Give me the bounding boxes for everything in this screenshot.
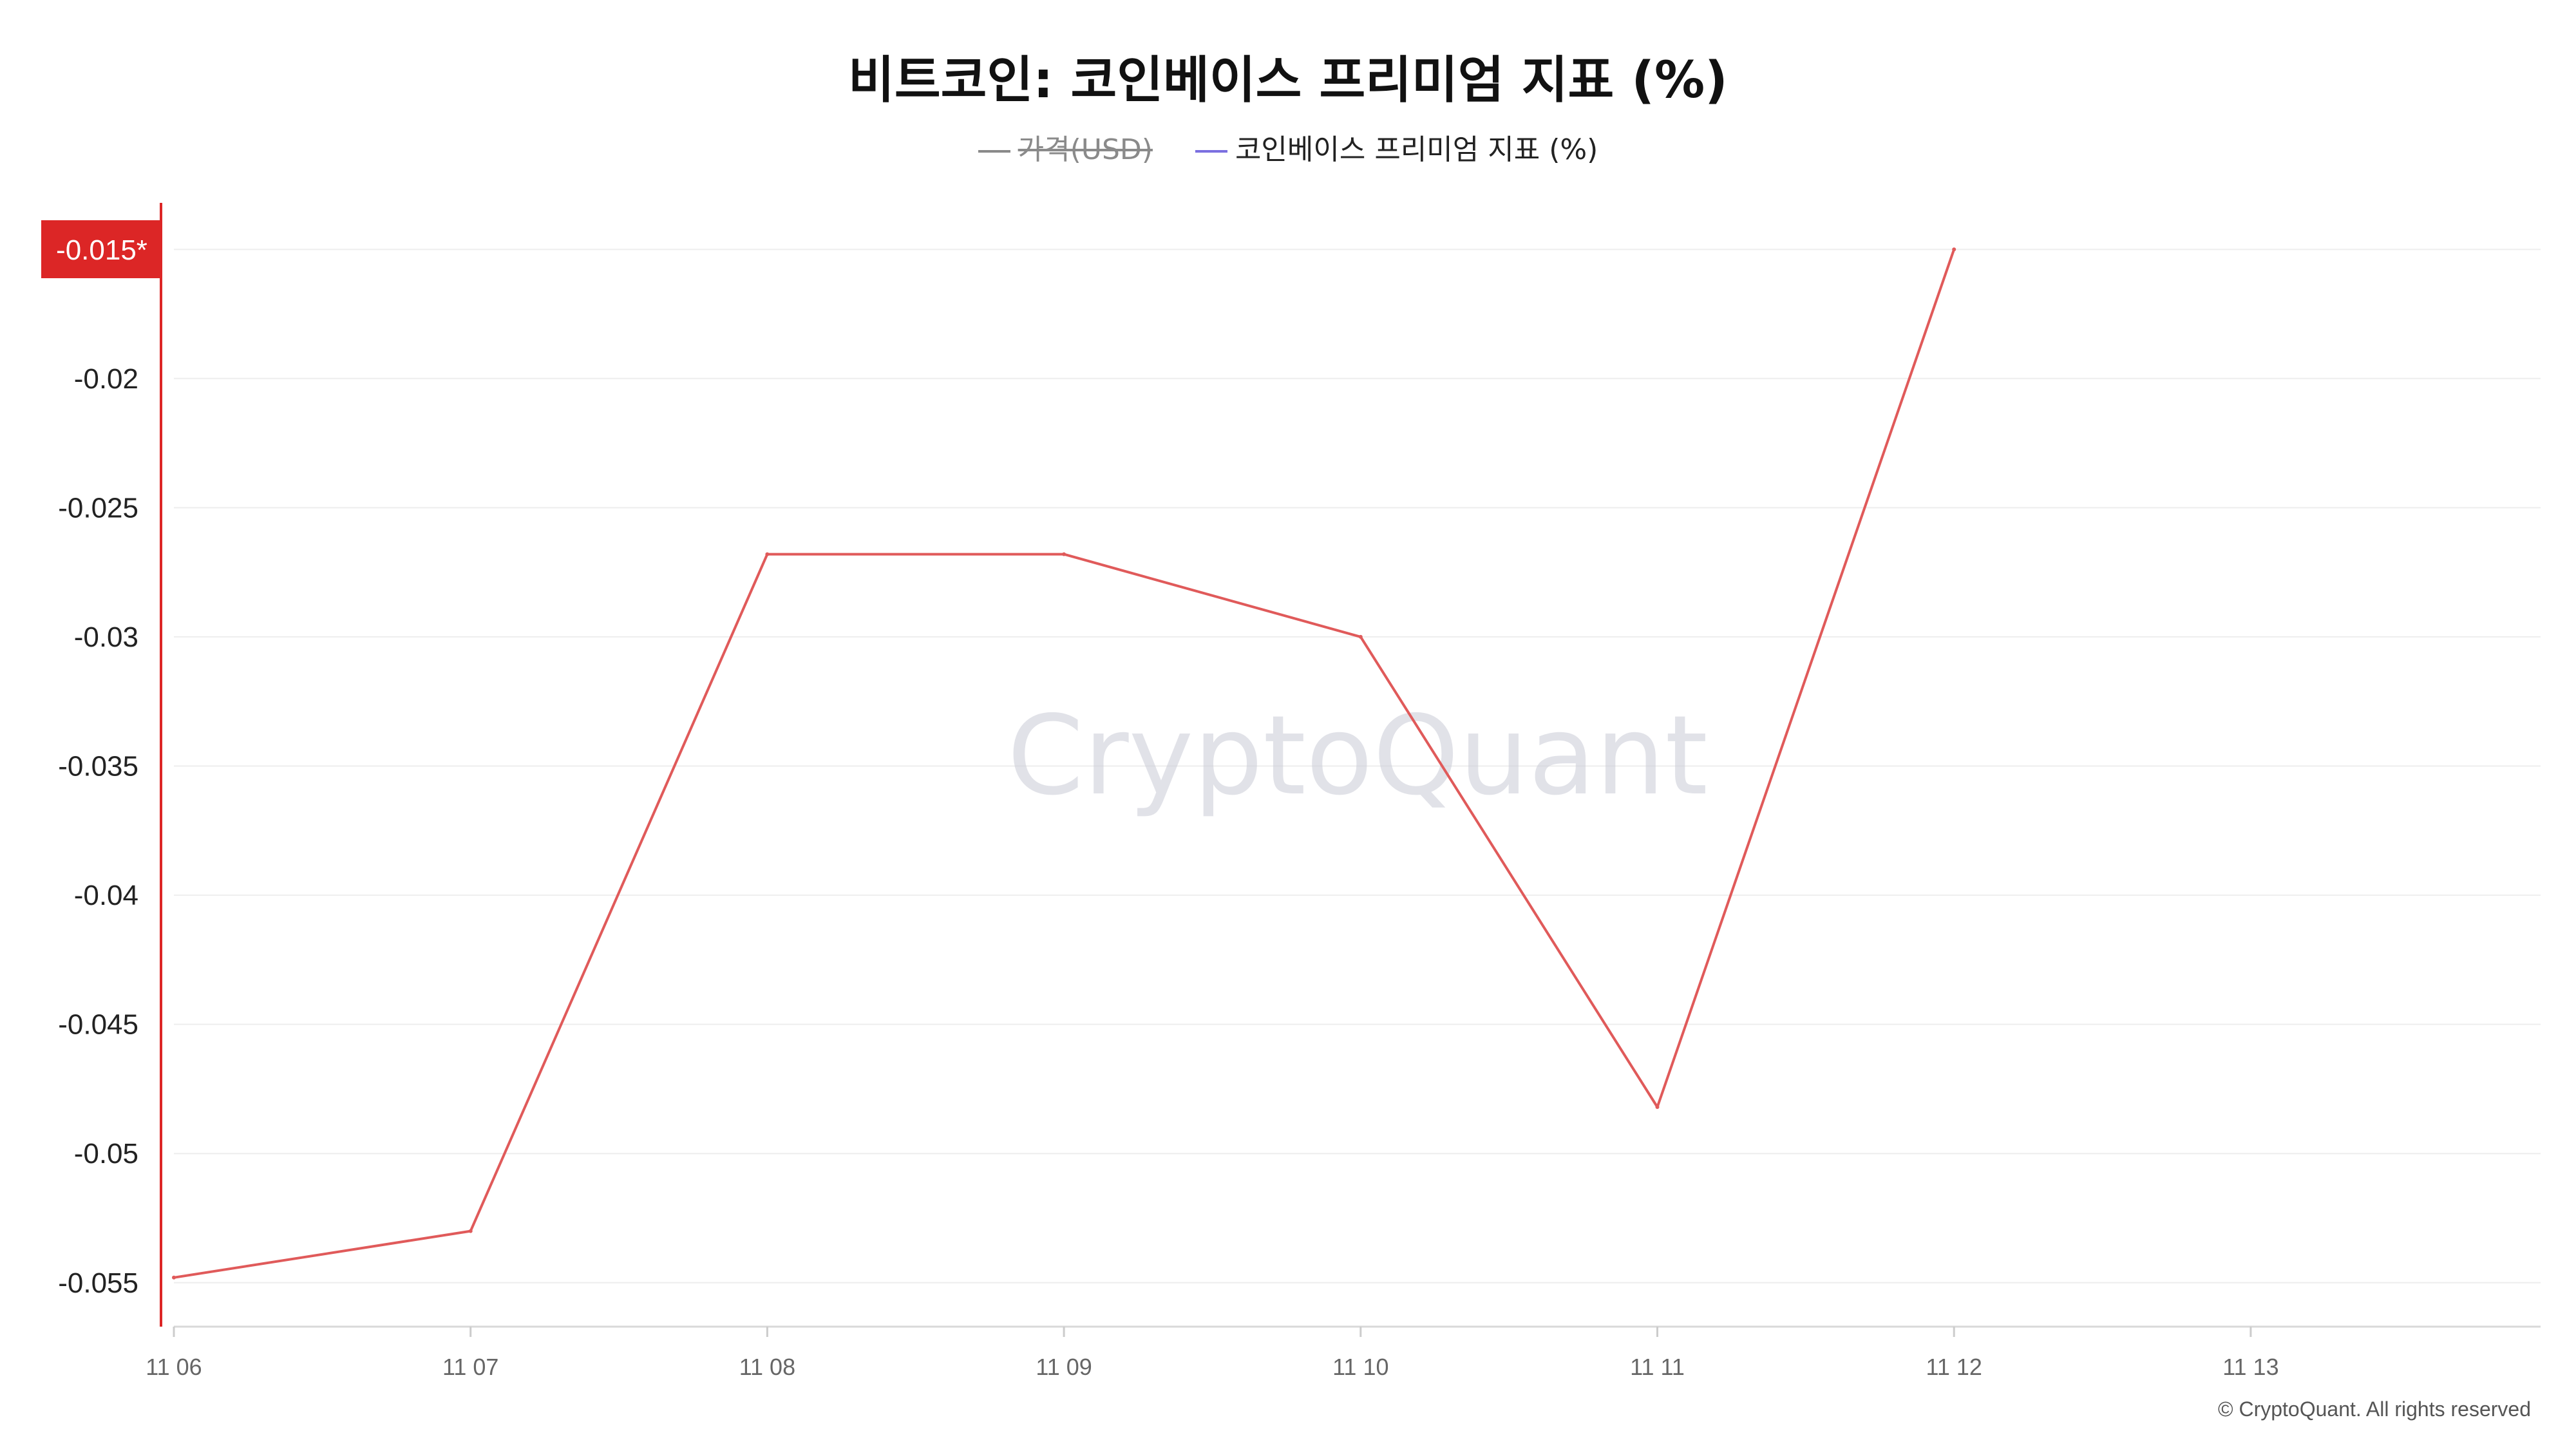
x-tick-label: 11 13 xyxy=(2222,1354,2278,1380)
y-tick-label: -0.05 xyxy=(74,1138,138,1170)
watermark: CryptoQuant xyxy=(1007,692,1708,820)
x-tick-label: 11 09 xyxy=(1036,1354,1092,1380)
copyright-notice: © CryptoQuant. All rights reserved xyxy=(2218,1397,2531,1421)
y-tick-label: -0.02 xyxy=(74,363,138,395)
chart-title: 비트코인: 코인베이스 프리미엄 지표 (%) xyxy=(848,52,1728,109)
legend-label-premium: 코인베이스 프리미엄 지표 (%) xyxy=(1235,133,1598,166)
y-tick-label: -0.045 xyxy=(58,1009,138,1041)
legend-label-price: 가격(USD) xyxy=(1018,133,1153,166)
legend: 가격(USD) 코인베이스 프리미엄 지표 (%) xyxy=(0,126,2576,167)
x-tick-label: 11 07 xyxy=(442,1354,498,1380)
y-tick-label: -0.025 xyxy=(58,492,138,524)
current-value-badge xyxy=(41,220,162,278)
x-tick-label: 11 08 xyxy=(739,1354,795,1380)
y-axis-ticks: -0.02 -0.025 -0.03 -0.035 -0.04 -0.045 -0.05 -0… xyxy=(58,363,138,1299)
x-tick-label: 11 10 xyxy=(1332,1354,1388,1380)
data-point[interactable] xyxy=(172,1275,176,1280)
legend-swatch-price xyxy=(978,150,1010,153)
current-value-badge-text: -0.015* xyxy=(56,234,147,266)
legend-item-premium[interactable]: 코인베이스 프리미엄 지표 (%) xyxy=(1195,126,1598,167)
x-tick-label: 11 06 xyxy=(146,1354,202,1380)
x-tick-label: 11 11 xyxy=(1630,1354,1685,1380)
data-point[interactable] xyxy=(468,1229,473,1233)
series-points xyxy=(172,247,1956,1280)
grid-lines xyxy=(174,249,2541,1283)
x-tick-label: 11 12 xyxy=(1926,1354,1982,1380)
x-axis-ticks: 11 06 11 07 11 08 11 09 11 10 11 11 11 12 11 13 xyxy=(146,1327,2279,1380)
data-point[interactable] xyxy=(1655,1105,1660,1110)
y-tick-label: -0.03 xyxy=(74,621,138,653)
y-tick-label: -0.04 xyxy=(74,880,138,911)
data-point[interactable] xyxy=(1358,634,1363,639)
data-point[interactable] xyxy=(1062,552,1066,556)
data-point[interactable] xyxy=(1952,247,1956,252)
y-tick-label: -0.055 xyxy=(58,1267,138,1299)
legend-swatch-premium xyxy=(1195,150,1227,153)
data-point[interactable] xyxy=(765,552,770,556)
y-tick-label: -0.035 xyxy=(58,751,138,782)
legend-item-price[interactable]: 가격(USD) xyxy=(978,126,1153,167)
